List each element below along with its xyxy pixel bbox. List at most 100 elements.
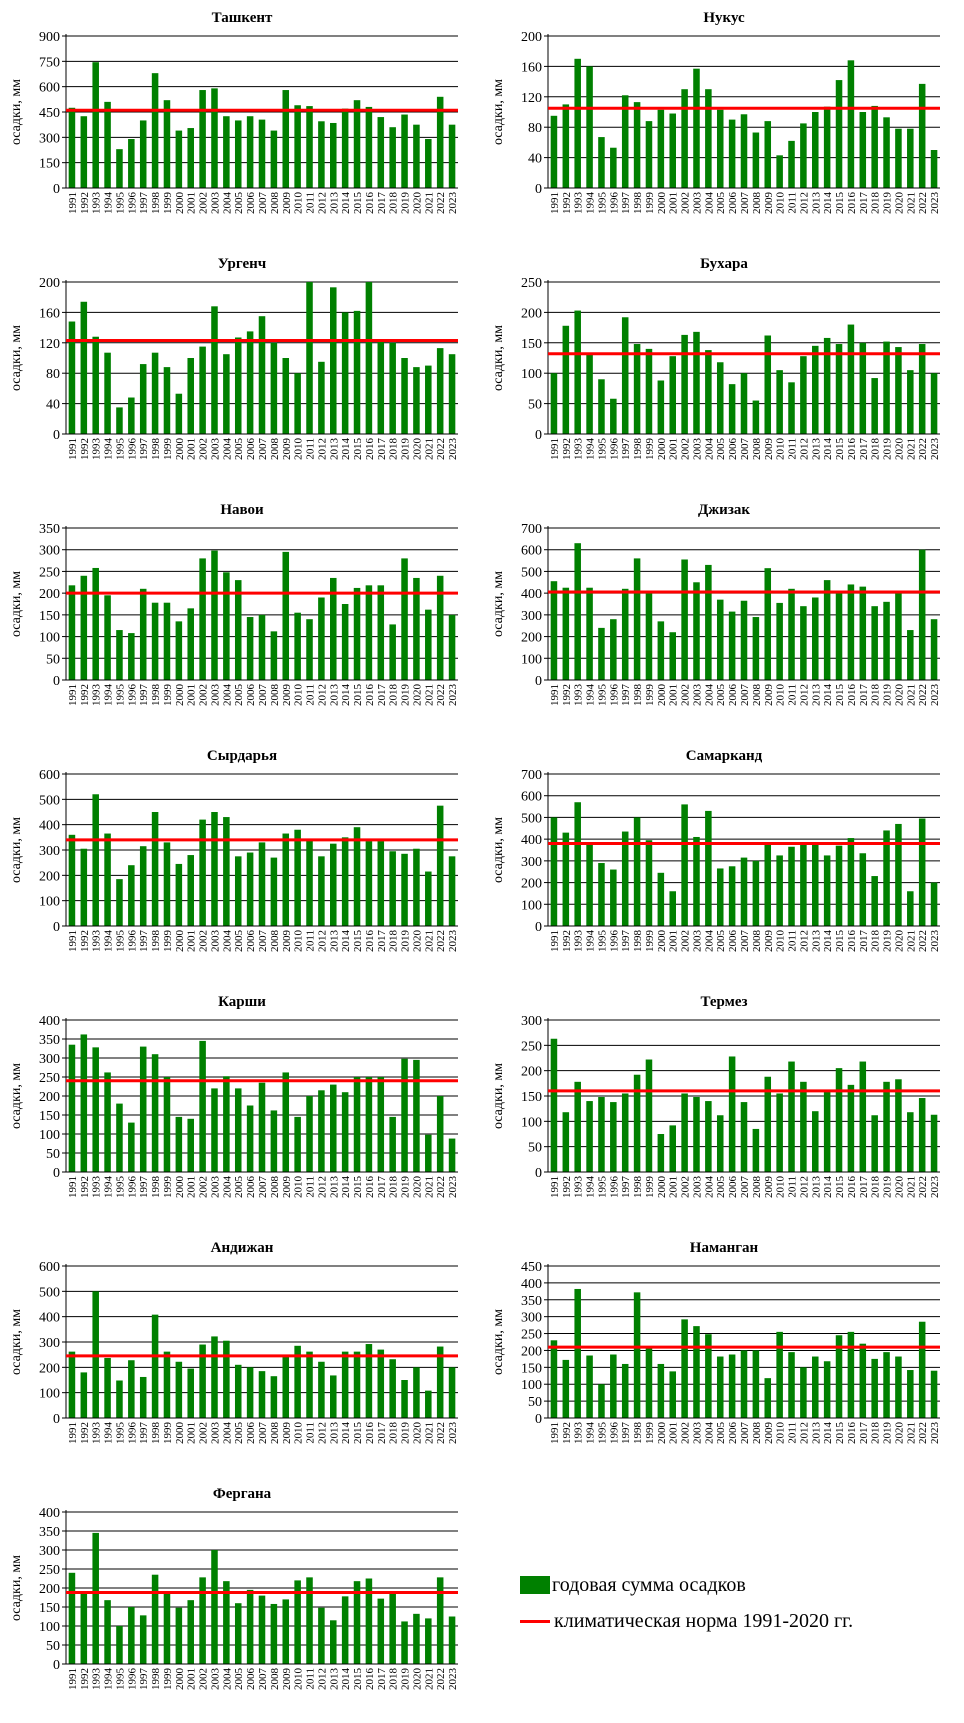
x-tick-label: 2001 [186,438,198,460]
bar-2002 [199,1344,206,1418]
x-tick-label: 2014 [340,1176,352,1199]
bar-2013 [330,577,337,680]
x-tick-label: 1993 [91,192,103,215]
x-tick-label: 2009 [763,192,775,215]
x-tick-label: 2012 [316,1668,328,1690]
chart-10-panel: Термез 0 50 100 150 200 250 300 осадки, мм 1991 19… [482,984,964,1230]
bar-2011 [306,619,313,680]
y-tick-label: 0 [535,182,542,197]
bar-2004 [223,817,230,926]
bar-2004 [223,1340,230,1418]
bar-2007 [258,842,266,926]
x-tick-label: 2023 [447,1176,459,1199]
bar-1993 [92,336,99,434]
x-tick-label: 2014 [340,1668,352,1691]
bar-2008 [752,1350,760,1418]
y-tick-label: 0 [535,674,542,689]
x-tick-label: 2009 [763,1176,775,1199]
x-tick-label: 2017 [858,1176,870,1199]
y-tick-label: 400 [39,819,60,834]
bar-2021 [425,1618,432,1664]
bar-2017 [377,339,385,434]
x-tick-label: 2011 [305,930,317,952]
x-tick-label: 2003 [209,192,221,215]
x-tick-label: 1994 [103,438,115,461]
x-tick-label: 2016 [846,1176,858,1199]
bar-2001 [187,1368,194,1418]
x-tick-label: 2010 [775,192,787,215]
x-tick-label: 2022 [435,192,447,214]
bar-2019 [401,558,408,680]
x-tick-label: 2001 [186,1176,198,1198]
x-tick-label: 2006 [727,684,739,707]
x-tick-label: 2003 [209,930,221,953]
x-tick-label: 2012 [316,192,328,214]
chart-8-panel: Самарканд 0 100 200 300 400 500 600 700 осадки, м… [482,738,964,984]
bar-2006 [728,1056,736,1172]
x-tick-label: 1993 [573,192,585,215]
bar-1997 [621,588,629,680]
x-tick-label: 2017 [376,1422,388,1445]
chart-9-panel: Карши 0 50 100 150 200 250 300 350 400 осадки, мм 1… [0,984,482,1230]
x-tick-label: 2018 [870,684,882,707]
bar-2011 [788,1352,795,1418]
x-tick-label: 2005 [233,1422,245,1445]
x-tick-label: 2023 [929,1176,941,1199]
chart-title: Нукус [703,10,745,26]
x-tick-label: 1997 [620,1422,632,1445]
x-tick-label: 2009 [281,192,293,215]
y-tick-label: 0 [53,428,60,443]
bar-2004 [705,810,712,926]
y-tick-label: 50 [528,1141,542,1156]
bar-2012 [318,361,325,434]
x-tick-label: 2004 [221,192,233,215]
y-tick-label: 200 [39,1361,60,1376]
bar-2023 [930,882,938,926]
y-tick-label: 250 [521,1328,542,1343]
x-tick-label: 1992 [561,192,573,214]
chart-11-panel: Андижан 0 100 200 300 400 500 600 осадки, мм 1991… [0,1230,482,1476]
x-tick-label: 1998 [632,1176,644,1199]
x-tick-label: 2011 [305,1176,317,1198]
x-tick-label: 2019 [400,438,412,461]
x-tick-label: 2005 [715,192,727,215]
chart-title: Джизак [698,502,750,518]
bar-1991 [68,321,76,434]
bar-2002 [199,90,206,188]
bar-2002 [199,1577,206,1664]
chart-svg: Ташкент 0 150 300 450 600 750 900 осадки, мм 1991… [9,10,459,215]
bar-1999 [645,348,653,434]
bar-2019 [401,1380,408,1418]
x-tick-label: 1998 [150,192,162,215]
x-tick-label: 2013 [328,1422,340,1445]
x-tick-label: 1991 [67,1176,79,1198]
y-tick-label: 400 [521,1277,542,1292]
bar-2018 [389,624,396,680]
bar-2022 [436,1096,444,1172]
bar-2014 [341,1092,349,1172]
chart-svg: Самарканд 0 100 200 300 400 500 600 700 осадки, м… [491,748,941,953]
x-tick-label: 2015 [834,1422,846,1445]
x-tick-label: 2000 [656,438,668,461]
x-tick-label: 1991 [549,1176,561,1198]
bar-2011 [788,140,795,188]
x-tick-label: 2013 [810,684,822,707]
bar-2011 [788,588,795,680]
bar-2010 [294,1116,301,1172]
x-tick-label: 2000 [656,192,668,215]
bar-2008 [752,400,760,434]
x-tick-label: 2009 [281,930,293,953]
y-tick-label: 500 [521,565,542,580]
bar-2000 [175,863,183,926]
x-tick-label: 2019 [400,930,412,953]
chart-title: Сырдарья [207,748,277,764]
x-tick-label: 2000 [174,684,186,707]
x-tick-label: 2010 [775,930,787,953]
x-tick-label: 2002 [198,930,210,952]
y-tick-label: 100 [39,631,60,646]
x-tick-label: 2004 [703,438,715,461]
x-tick-label: 1999 [644,930,656,953]
x-tick-label: 2006 [727,1422,739,1445]
